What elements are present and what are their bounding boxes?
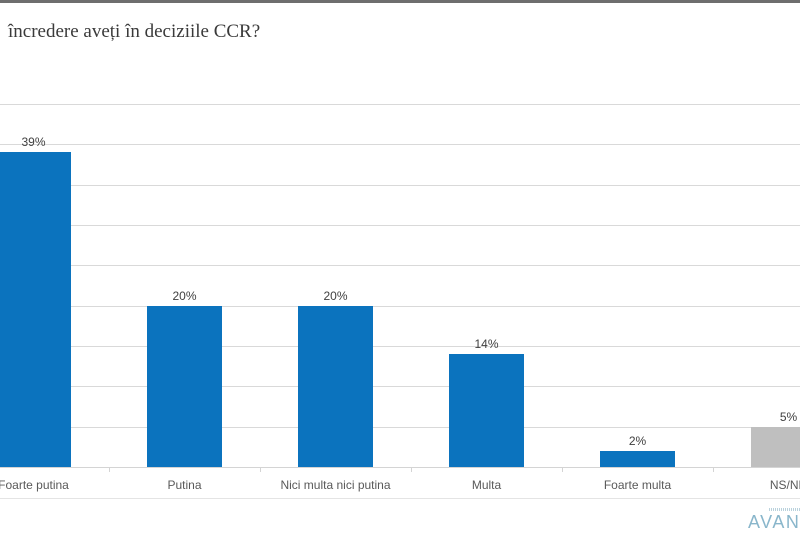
bar-foarte-putina bbox=[0, 152, 71, 467]
gridline-15pct bbox=[0, 345, 800, 347]
bar-putina bbox=[147, 305, 222, 467]
value-label: 20% bbox=[323, 288, 348, 303]
bar-foarte-multa bbox=[600, 450, 675, 467]
category-label: Nici multa nici putina bbox=[280, 478, 391, 492]
gridline-25pct bbox=[0, 265, 800, 267]
value-label: 20% bbox=[172, 288, 197, 303]
chart-bottom-divider bbox=[0, 498, 800, 499]
x-axis-line bbox=[0, 467, 800, 468]
gridline-35pct bbox=[0, 184, 800, 186]
value-label: 14% bbox=[474, 337, 499, 351]
gridline-10pct bbox=[0, 386, 800, 388]
gridline-30pct bbox=[0, 224, 800, 226]
gridline-40pct bbox=[0, 144, 800, 146]
x-axis-tick bbox=[411, 467, 412, 472]
x-axis-tick bbox=[109, 467, 110, 472]
value-label: 39% bbox=[21, 135, 46, 150]
window-top-strip bbox=[0, 0, 800, 3]
logo-tagline-decoration bbox=[769, 508, 800, 511]
bar-ns-nr bbox=[751, 426, 800, 467]
gridline-20pct bbox=[0, 305, 800, 307]
x-axis-tick bbox=[713, 467, 714, 472]
value-label: 2% bbox=[628, 433, 647, 448]
chart-title: încredere aveți în deciziile CCR? bbox=[8, 21, 261, 42]
category-label: Multa bbox=[471, 478, 502, 492]
category-label: Foarte multa bbox=[603, 478, 672, 492]
gridline-5pct bbox=[0, 426, 800, 428]
bar-multa bbox=[449, 354, 524, 467]
category-label: NS/NR bbox=[769, 478, 800, 492]
avangarde-logo: AVAN bbox=[748, 512, 800, 532]
gridline-45pct bbox=[0, 103, 800, 105]
x-axis-tick bbox=[260, 467, 261, 472]
value-label: 5% bbox=[779, 409, 798, 424]
category-label: Putina bbox=[167, 478, 202, 492]
x-axis-tick bbox=[562, 467, 563, 472]
category-label: Foarte putina bbox=[0, 478, 69, 492]
bar-nici-multa-nici-putina bbox=[298, 305, 373, 467]
